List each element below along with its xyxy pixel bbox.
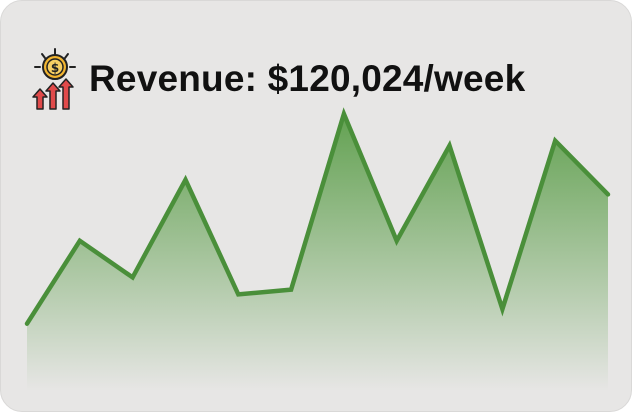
svg-text:$: $ (51, 61, 59, 75)
revenue-growth-icon: $ (32, 48, 76, 110)
revenue-title: Revenue: $120,024/week (89, 58, 526, 99)
card-header: $ Revenue: $120,024/week (29, 47, 525, 111)
chart-plot-area (24, 107, 611, 392)
area-fill (27, 113, 608, 392)
revenue-series-line (24, 107, 611, 326)
